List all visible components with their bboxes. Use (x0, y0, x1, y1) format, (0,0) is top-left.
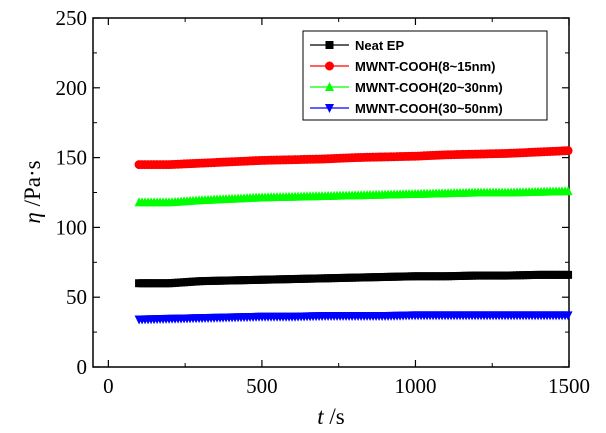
y-axis-unit: /Pa·s (20, 160, 45, 212)
data-point (563, 186, 573, 196)
legend-label: MWNT-COOH(30~50nm) (355, 101, 503, 116)
legend-label: MWNT-COOH(20~30nm) (355, 80, 503, 95)
y-axis-var: η (20, 212, 45, 223)
x-tick-label: 1500 (548, 374, 590, 398)
y-axis-title: η /Pa·s (20, 160, 45, 223)
y-tick-label: 150 (56, 146, 88, 170)
legend-marker (325, 104, 334, 113)
y-tick-label: 100 (56, 215, 88, 239)
axis-tick-labels: 0 500 1000 1500 0 50 100 150 200 250 (56, 6, 591, 398)
series-1 (134, 146, 573, 170)
x-tick-label: 500 (246, 374, 278, 398)
legend-entry-3: MWNT-COOH(30~50nm) (310, 101, 503, 116)
series-0 (135, 270, 573, 288)
legend-marker (325, 82, 334, 91)
x-axis-title: t /s (317, 404, 345, 429)
series-3 (134, 311, 573, 325)
x-tick-label: 0 (103, 374, 114, 398)
legend: Neat EP MWNT-COOH(8~15nm) MWNT-COOH(20~30n… (302, 30, 548, 121)
y-tick-label: 50 (66, 285, 87, 309)
legend-entry-1: MWNT-COOH(8~15nm) (310, 59, 495, 74)
y-tick-label: 200 (56, 76, 88, 100)
x-axis-var: t (317, 404, 324, 429)
data-point (563, 146, 573, 156)
axis-ticks (93, 17, 570, 368)
y-tick-label: 250 (56, 6, 88, 30)
data-point (564, 270, 573, 279)
legend-entry-2: MWNT-COOH(20~30nm) (310, 80, 503, 95)
legend-entry-0: Neat EP (310, 38, 404, 53)
legend-label: MWNT-COOH(8~15nm) (355, 59, 495, 74)
data-series (134, 146, 573, 325)
legend-box (302, 30, 548, 121)
data-point (563, 311, 573, 321)
legend-entries: Neat EP MWNT-COOH(8~15nm) MWNT-COOH(20~30n… (310, 38, 503, 116)
x-axis-unit: /s (324, 404, 345, 429)
legend-label: Neat EP (355, 38, 404, 53)
legend-marker (325, 41, 334, 49)
series-2 (134, 186, 573, 207)
y-tick-label: 0 (77, 355, 88, 379)
x-tick-label: 1000 (394, 374, 436, 398)
legend-marker (325, 61, 334, 71)
